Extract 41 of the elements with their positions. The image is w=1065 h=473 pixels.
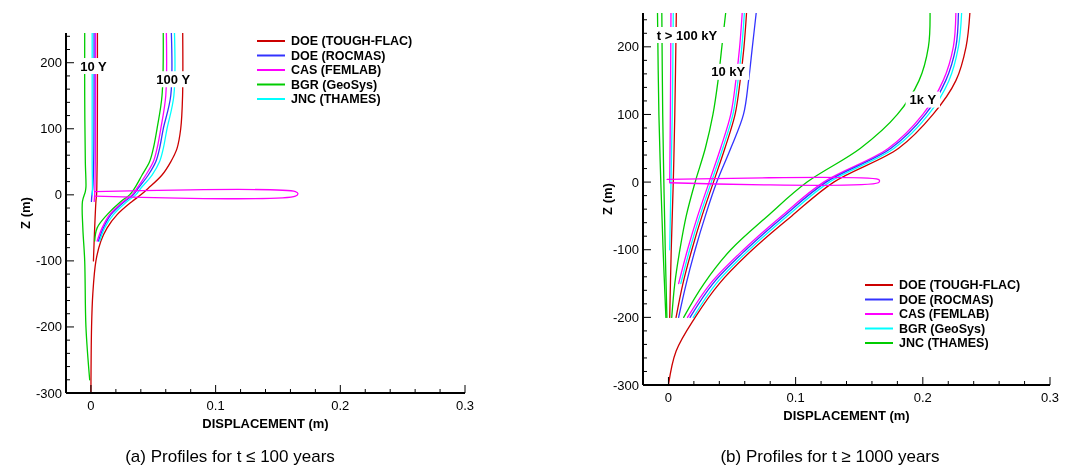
legend-label: DOE (ROCMAS) xyxy=(899,292,994,307)
x-tick-label: 0.3 xyxy=(455,398,475,413)
x-tick-label: 0.1 xyxy=(786,390,805,405)
legend-label: CAS (FEMLAB) xyxy=(899,307,990,322)
x-tick-label: 0.2 xyxy=(331,398,350,413)
x-axis-title: DISPLACEMENT (m) xyxy=(202,416,329,431)
text: (a) Profiles for t ≤ 100 years xyxy=(125,447,335,466)
y-tick-label: 100 xyxy=(617,107,639,122)
legend-label: DOE (TOUGH-FLAC) xyxy=(291,34,413,49)
y-tick-label: 0 xyxy=(631,174,639,190)
x-axis-title: DISPLACEMENT (m) xyxy=(783,408,910,423)
legend-label: DOE (TOUGH-FLAC) xyxy=(899,278,1021,293)
annotation: 1k Y xyxy=(909,92,937,108)
y-tick-label: 100 xyxy=(40,121,62,137)
x-tick-label: 0.3 xyxy=(1040,390,1060,405)
y-tick-label: 200 xyxy=(40,55,62,71)
y-tick-label: -100 xyxy=(35,253,62,269)
legend-label: DOE (ROCMAS) xyxy=(291,48,386,63)
annotation: 100 Y xyxy=(156,71,191,87)
annotation: 10 kY xyxy=(711,64,746,80)
y-tick-label: -200 xyxy=(35,319,62,335)
x-tick-label: 0.2 xyxy=(913,390,932,405)
x-tick-label: 0 xyxy=(664,390,673,405)
text: (b) Profiles for t ≥ 1000 years xyxy=(720,447,940,466)
y-axis-title: Z (m) xyxy=(18,197,33,229)
x-tick-label: 0.1 xyxy=(206,398,225,413)
legend-label: CAS (FEMLAB) xyxy=(291,63,382,78)
legend-label: BGR (GeoSys) xyxy=(899,321,986,336)
y-tick-label: 200 xyxy=(617,39,639,55)
legend-label: BGR (GeoSys) xyxy=(291,77,378,92)
y-tick-label: 0 xyxy=(54,187,62,203)
annotation: t > 100 kY xyxy=(656,27,718,43)
x-tick-label: 0 xyxy=(87,398,95,413)
y-axis-title: Z (m) xyxy=(600,183,615,215)
annotation: 10 Y xyxy=(80,58,108,74)
y-tick-label: -200 xyxy=(612,309,639,325)
legend-label: JNC (THAMES) xyxy=(291,92,381,107)
y-tick-label: -100 xyxy=(612,242,639,258)
legend-label: JNC (THAMES) xyxy=(899,336,989,351)
y-tick-label: -300 xyxy=(35,385,62,401)
y-tick-label: -300 xyxy=(612,377,639,393)
